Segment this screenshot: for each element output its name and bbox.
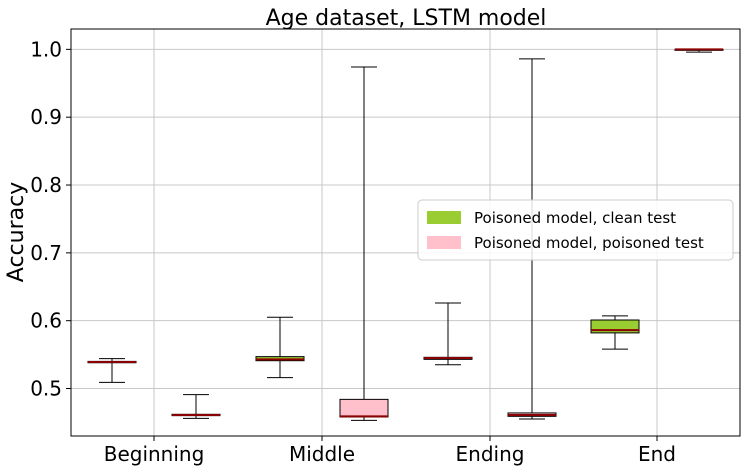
- box-beginning-poisoned: [171, 394, 221, 419]
- legend-label-clean: Poisoned model, clean test: [474, 209, 676, 227]
- y-axis: 0.5 0.6 0.7 0.8 0.9 1.0: [30, 37, 71, 401]
- legend-swatch-poisoned: [427, 236, 461, 249]
- y-tick-label: 0.5: [30, 377, 62, 401]
- y-tick-label: 0.8: [30, 173, 62, 197]
- box-series: [87, 48, 724, 421]
- y-tick-label: 0.6: [30, 309, 62, 333]
- x-axis: Beginning Middle Ending End: [104, 436, 676, 466]
- box-end-poisoned: [674, 48, 724, 53]
- x-tick-label: End: [638, 442, 676, 466]
- y-axis-label: Accuracy: [4, 182, 29, 282]
- plot-area-frame: [70, 28, 741, 437]
- box-end-clean: [590, 315, 640, 350]
- iqr-box: [339, 398, 389, 418]
- legend-swatch-clean: [427, 211, 461, 224]
- x-tick-label: Beginning: [104, 442, 205, 466]
- y-tick-label: 1.0: [30, 37, 62, 61]
- y-tick-label: 0.7: [30, 241, 62, 265]
- legend-label-poisoned: Poisoned model, poisoned test: [474, 234, 704, 252]
- box-middle-clean: [255, 316, 305, 379]
- box-ending-clean: [423, 302, 473, 366]
- legend-frame: [417, 199, 734, 261]
- chart-title: Age dataset, LSTM model: [266, 6, 547, 31]
- x-tick-label: Ending: [456, 442, 525, 466]
- y-tick-label: 0.9: [30, 105, 62, 129]
- box-middle-poisoned: [339, 66, 389, 421]
- box-beginning-clean: [87, 358, 137, 383]
- legend: Poisoned model, clean test Poisoned mode…: [417, 199, 734, 261]
- x-tick-label: Middle: [289, 442, 355, 466]
